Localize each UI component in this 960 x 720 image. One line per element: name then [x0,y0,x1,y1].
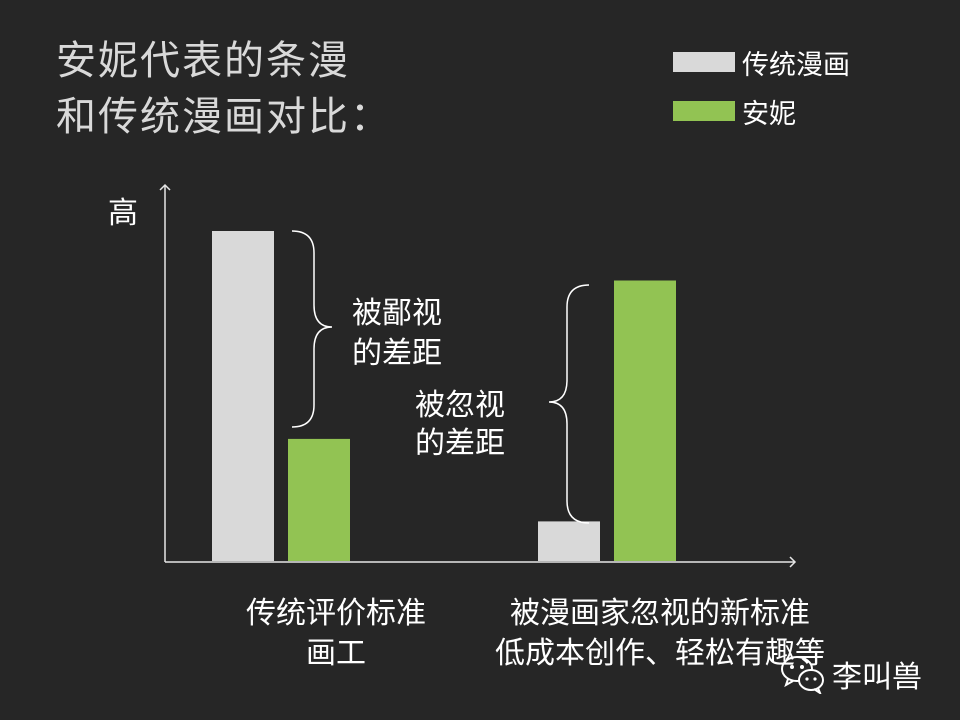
bar-traditional-category-1 [212,231,274,561]
legend-swatch-traditional [673,52,735,72]
bar-annie-category-2 [614,280,676,561]
category-1-label-line-2: 画工 [306,636,366,671]
left-annotation-line-2: 的差距 [352,336,442,371]
bar-annie-category-1 [288,438,350,561]
left-gap-brace [291,230,333,428]
right-annotation-line-2: 的差距 [415,426,505,461]
legend-label-annie: 安妮 [742,99,796,130]
wechat-icon [781,656,824,694]
legend-swatch-annie [673,101,735,121]
left-annotation-line-1: 被鄙视 [352,296,442,331]
watermark: 李叫兽 [780,652,922,696]
right-gap-brace [548,284,590,524]
watermark-text: 李叫兽 [832,660,922,695]
category-2-label-line-2: 低成本创作、轻松有趣等 [495,636,825,671]
category-2-label-line-1: 被漫画家忽视的新标准 [510,596,810,631]
right-annotation-line-1: 被忽视 [415,388,505,423]
y-axis-label: 高 [108,196,138,231]
title-line-1: 安妮代表的条漫 [56,38,350,84]
title-line-2: 和传统漫画对比： [56,94,392,140]
bar-traditional-category-2 [538,521,600,561]
legend-label-traditional: 传统漫画 [742,50,850,81]
category-1-label-line-1: 传统评价标准 [246,596,426,631]
bars-group [212,231,676,561]
